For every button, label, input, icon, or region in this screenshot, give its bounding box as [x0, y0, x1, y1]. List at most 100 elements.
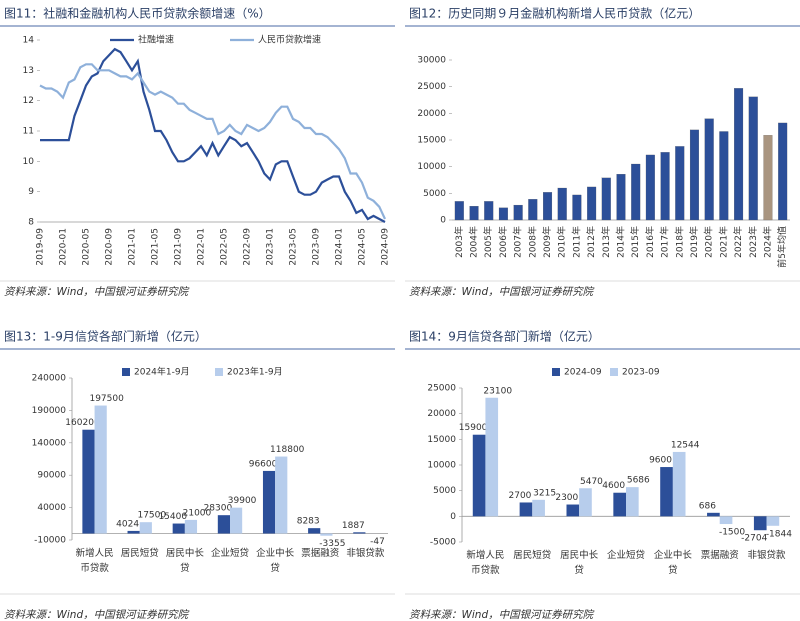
x-tick-label-box: 企业中长贷 [654, 550, 692, 576]
bar [308, 528, 321, 534]
legend-swatch [610, 368, 618, 376]
bar [513, 204, 523, 221]
x-tick-label: 企业短贷 [210, 548, 249, 559]
value-label: -2704 [741, 534, 767, 544]
y-tick-label: -10000 [34, 536, 66, 546]
bar [139, 522, 152, 534]
bar [320, 533, 333, 536]
bar [660, 467, 673, 517]
value-label: -3355 [319, 539, 345, 549]
x-tick-label: 2014年 [615, 226, 627, 258]
bar [616, 174, 626, 221]
y-tick-label: 12 [23, 96, 34, 106]
y-tick-label: 10 [23, 157, 35, 167]
y-tick-label: 20000 [427, 409, 456, 419]
x-tick-label: 2021年 [717, 226, 729, 258]
value-label: 39900 [228, 496, 257, 506]
value-label: 23100 [483, 386, 512, 396]
bar [353, 532, 366, 534]
x-tick-label: 居民中长贷 [560, 550, 599, 576]
bar [579, 488, 592, 517]
x-tick-label: 2018年 [673, 226, 685, 258]
x-tick-label-box: 居民短贷 [120, 548, 159, 559]
x-tick-label: 2022-09 [243, 228, 253, 266]
bar [469, 206, 479, 221]
x-tick-label: 企业中长贷 [256, 548, 295, 574]
y-tick-label: 10000 [427, 461, 456, 471]
x-tick-label: 2003年 [453, 226, 465, 258]
x-tick-label: 票据融资 [301, 548, 340, 559]
x-tick-label: 非银贷款 [747, 550, 786, 561]
bar [484, 201, 494, 221]
x-tick-label: 2022年 [732, 226, 744, 258]
bar [734, 88, 744, 221]
legend-label: 社融增速 [138, 34, 174, 46]
bar [82, 429, 95, 534]
bar [689, 129, 699, 221]
x-tick-label: 非银贷款 [346, 548, 385, 559]
x-tick-label-box: 企业中长贷 [256, 548, 295, 574]
value-label: 9600 [649, 456, 672, 466]
bar [778, 122, 788, 221]
value-label: -1500 [719, 528, 745, 538]
bar [763, 135, 773, 221]
value-label: -1844 [766, 529, 792, 539]
x-tick-label: 2024-01 [335, 228, 345, 266]
y-tick-label: 10000 [417, 162, 446, 172]
bar [543, 192, 553, 221]
value-label: 96600 [249, 459, 278, 469]
value-label: 21000 [183, 508, 212, 518]
x-tick-label: 2011年 [570, 226, 582, 258]
x-tick-label: 居民短贷 [513, 550, 552, 561]
chart-title: 图11：社融和金融机构人民币贷款余额增速（%） [4, 6, 271, 21]
legend-label: 人民币贷款增速 [258, 34, 321, 46]
y-tick-label: 190000 [32, 406, 67, 416]
x-tick-label: 2012年 [585, 226, 597, 258]
x-tick-label: 2024-09 [381, 228, 391, 266]
x-tick-label: 2023年 [747, 226, 759, 258]
x-tick-label: 2023-05 [289, 228, 299, 266]
y-tick-label: 5000 [433, 486, 456, 496]
x-tick-label: 2006年 [497, 226, 509, 258]
legend-swatch [215, 368, 223, 376]
x-tick-label: 新增人民币贷款 [466, 550, 505, 576]
legend-label: 2023-09 [622, 368, 660, 378]
bar [613, 492, 626, 517]
bar [645, 154, 655, 221]
bar [566, 504, 580, 517]
value-label: 3215 [533, 488, 556, 498]
value-label: 1887 [342, 521, 365, 531]
source-note: 资料来源：Wind，中国银河证券研究院 [409, 609, 595, 621]
chart-title: 图14：9月信贷各部门新增（亿元） [409, 329, 600, 344]
x-tick-label-box: 居民中长贷 [166, 548, 204, 574]
value-label: 160200 [65, 418, 100, 428]
bar [766, 516, 780, 526]
legend-swatch [122, 368, 130, 376]
x-tick-label-box: 票据融资 [701, 550, 739, 561]
bar [748, 96, 758, 221]
bar [498, 207, 508, 221]
x-tick-label: 居民短贷 [120, 548, 159, 559]
y-tick-label: 25000 [427, 384, 456, 394]
x-tick-label: 2021-01 [128, 228, 138, 266]
chart-title: 图12：历史同期９月金融机构新增人民币贷款（亿元） [409, 6, 700, 21]
bar [704, 118, 714, 221]
bar [184, 519, 198, 534]
x-tick-label-box: 票据融资 [301, 548, 340, 559]
bar [587, 186, 597, 221]
x-tick-label: 2005年 [482, 226, 494, 258]
y-tick-label: 90000 [37, 471, 66, 481]
value-label: 5686 [627, 476, 650, 486]
x-tick-label: 2024年 [761, 226, 773, 258]
bar [454, 201, 464, 221]
x-tick-label: 2015年 [629, 226, 641, 258]
value-label: 118800 [270, 445, 305, 455]
source-note: 资料来源：Wind，中国银河证券研究院 [4, 609, 190, 621]
legend-label: 2024-09 [564, 368, 602, 378]
x-tick-label-box: 居民中长贷 [560, 550, 599, 576]
bar [94, 405, 107, 534]
y-tick-label: 8 [28, 218, 34, 228]
x-tick-label: 2008年 [526, 226, 538, 258]
x-tick-label: 2020年 [703, 226, 715, 258]
value-label: -47 [370, 537, 385, 547]
